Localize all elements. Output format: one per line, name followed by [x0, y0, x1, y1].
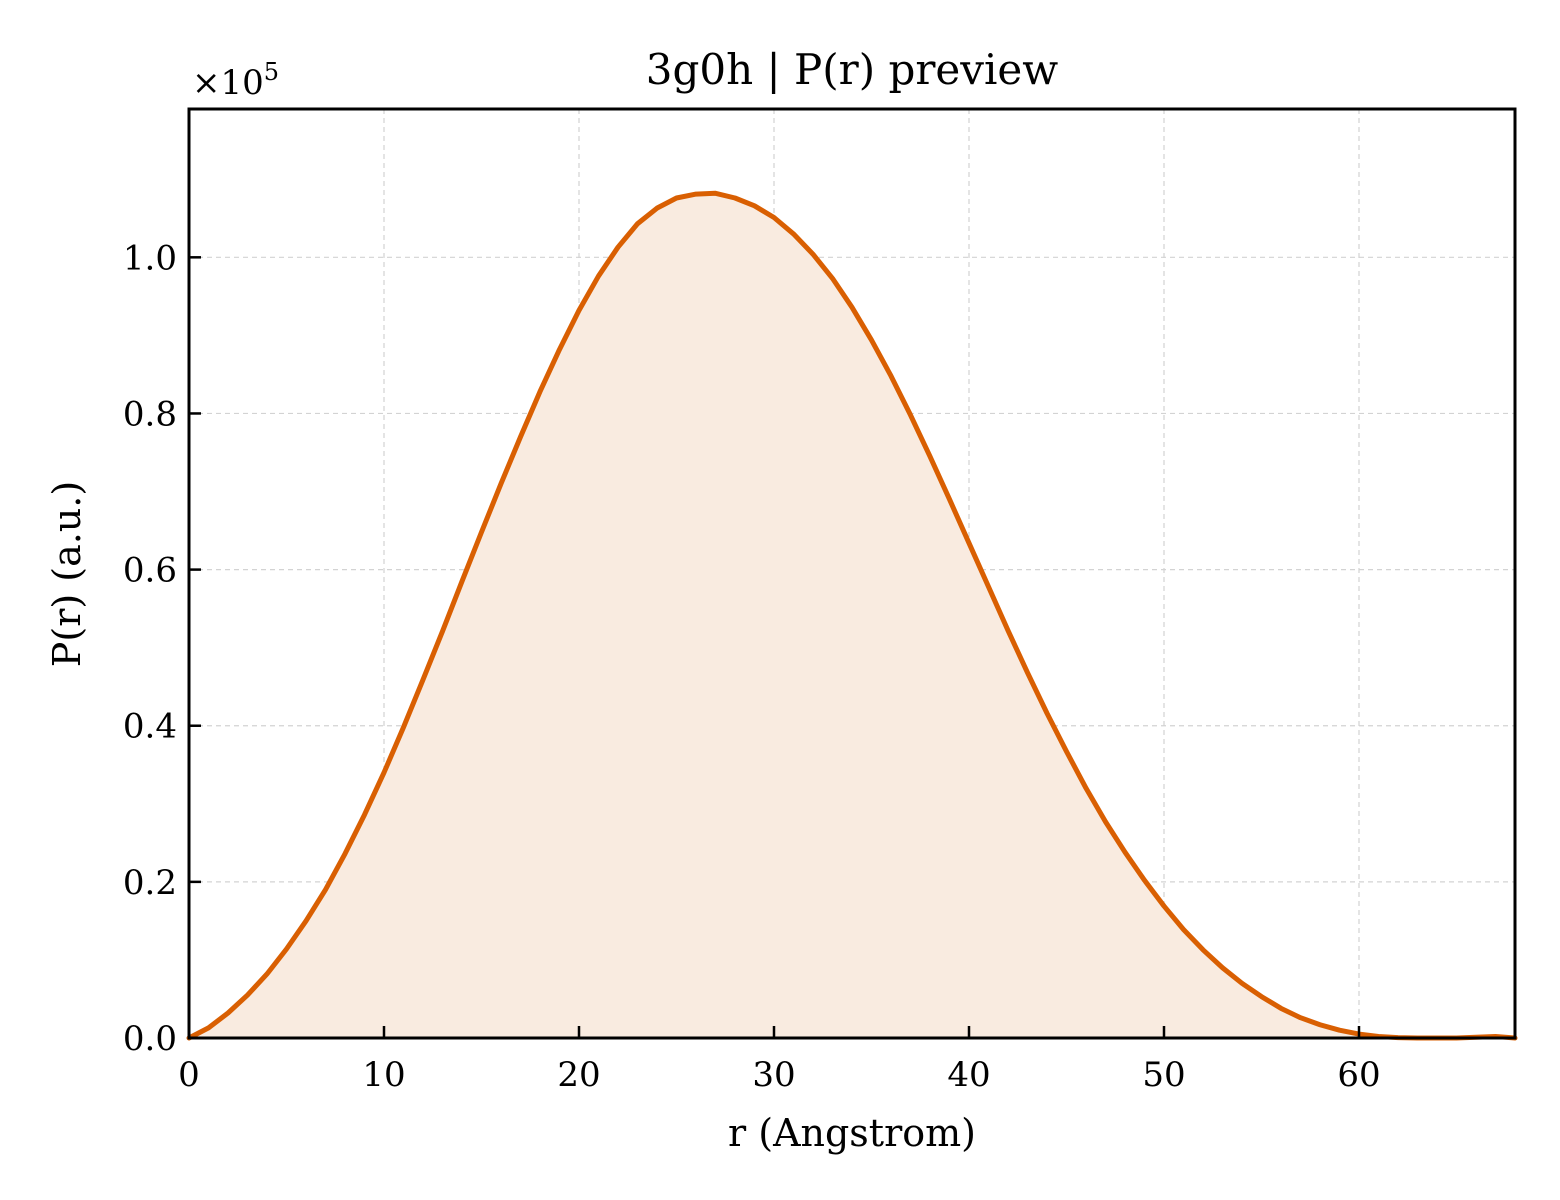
- y-axis-title: P(r) (a.u.): [45, 481, 89, 667]
- x-tick-label-2: 20: [557, 1055, 600, 1095]
- chart-title: 3g0h | P(r) preview: [646, 45, 1059, 94]
- y-tick-label-4: 0.8: [123, 394, 177, 434]
- x-tick-label-6: 60: [1337, 1055, 1380, 1095]
- series-line: [186, 190, 1518, 1041]
- y-tick-label-2: 0.4: [123, 707, 177, 747]
- y-axis-multiplier: ×105: [192, 58, 279, 103]
- x-tick-label-5: 50: [1142, 1055, 1185, 1095]
- x-tick-label-1: 10: [362, 1055, 405, 1095]
- y-axis-ticks: 0.0 0.2 0.4 0.6 0.8 1.0: [123, 238, 201, 1059]
- y-tick-label-5: 1.0: [123, 238, 177, 278]
- y-axis-multiplier-exponent: 5: [264, 58, 279, 86]
- y-axis-multiplier-base: ×10: [192, 63, 264, 103]
- y-tick-label-3: 0.6: [123, 551, 177, 591]
- x-axis-ticks: 0 10 20 30 40 50 60: [178, 1026, 1381, 1095]
- x-axis-title: r (Angstrom): [728, 1111, 976, 1155]
- area-fill: [189, 193, 1515, 1038]
- x-tick-label-3: 30: [752, 1055, 795, 1095]
- y-tick-label-0: 0.0: [123, 1019, 177, 1059]
- y-tick-label-1: 0.2: [123, 863, 177, 903]
- plot-frame: [187, 107, 1517, 1040]
- series-layer: [186, 190, 1518, 1041]
- x-tick-label-4: 40: [947, 1055, 990, 1095]
- x-tick-label-0: 0: [178, 1055, 200, 1095]
